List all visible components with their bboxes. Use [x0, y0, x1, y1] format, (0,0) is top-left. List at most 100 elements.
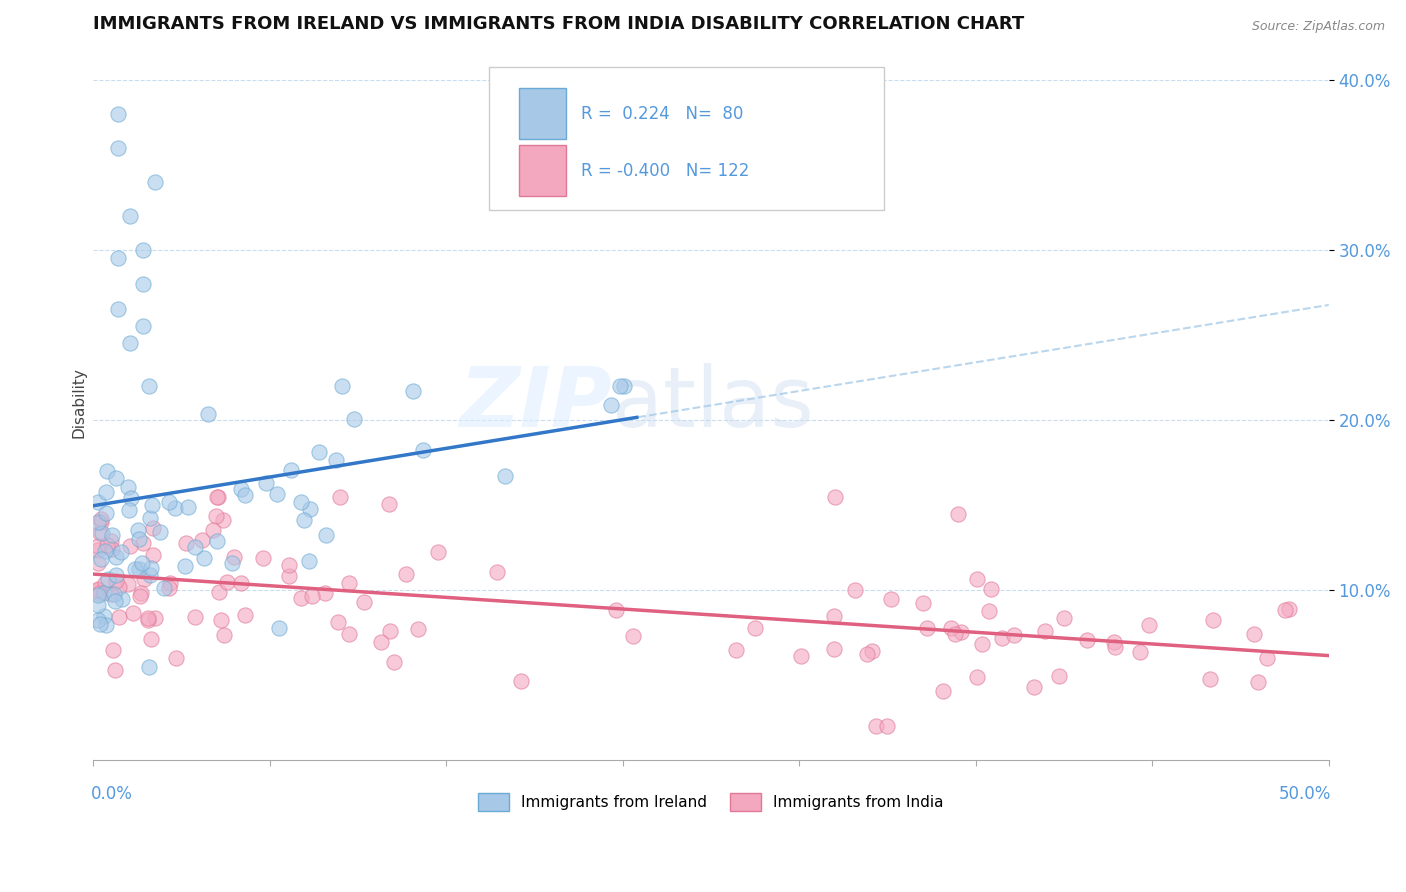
Point — [269, 622, 291, 636]
Text: R =  0.224   N=  80: R = 0.224 N= 80 — [581, 104, 744, 122]
Point — [1129, 645, 1152, 659]
Point — [93, 585, 115, 599]
Point — [101, 643, 124, 657]
Text: 50.0%: 50.0% — [1279, 785, 1331, 804]
Point — [613, 379, 636, 393]
Point — [266, 487, 288, 501]
Point — [127, 524, 149, 538]
Point — [941, 621, 963, 635]
Point — [100, 533, 122, 548]
Point — [128, 532, 150, 546]
Point — [790, 648, 813, 663]
Point — [90, 512, 112, 526]
Point — [157, 495, 180, 509]
Point — [91, 525, 114, 540]
Point — [298, 502, 321, 516]
Point — [165, 651, 187, 665]
Point — [378, 497, 401, 511]
Point — [131, 557, 153, 571]
Point — [184, 540, 207, 554]
Point — [966, 670, 988, 684]
Point — [1022, 681, 1045, 695]
Point — [193, 551, 215, 566]
Point — [139, 511, 162, 525]
Point — [406, 622, 429, 636]
Point — [946, 507, 969, 521]
Point — [329, 490, 352, 504]
Point — [163, 501, 186, 516]
Point — [129, 586, 152, 600]
Point — [138, 611, 160, 625]
Point — [343, 411, 366, 425]
Point — [94, 506, 117, 520]
Point — [744, 621, 766, 635]
Point — [142, 548, 165, 562]
Point — [177, 500, 200, 514]
Point — [207, 533, 229, 548]
Point — [427, 545, 450, 559]
Point — [124, 562, 146, 576]
Point — [290, 494, 312, 508]
Point — [111, 592, 134, 607]
Point — [120, 336, 142, 351]
Text: R = -0.400   N= 122: R = -0.400 N= 122 — [581, 161, 749, 180]
Point — [256, 475, 278, 490]
Point — [120, 491, 142, 505]
Point — [197, 407, 219, 421]
Point — [184, 609, 207, 624]
Point — [823, 608, 845, 623]
Point — [120, 209, 142, 223]
Point — [1076, 632, 1098, 647]
Point — [600, 398, 623, 412]
Point — [141, 498, 163, 512]
Bar — [519, 87, 567, 139]
Point — [89, 525, 111, 540]
Point — [104, 574, 127, 588]
Point — [87, 542, 110, 557]
Point — [121, 606, 143, 620]
Point — [231, 576, 253, 591]
Point — [623, 629, 645, 643]
Point — [337, 575, 360, 590]
Point — [211, 613, 233, 627]
Point — [103, 586, 125, 600]
Point — [191, 533, 214, 548]
Point — [215, 575, 238, 590]
Point — [1243, 627, 1265, 641]
Point — [131, 277, 153, 291]
Point — [212, 628, 235, 642]
Point — [138, 379, 160, 393]
Point — [107, 107, 129, 121]
Point — [337, 626, 360, 640]
Point — [153, 581, 176, 595]
Point — [325, 452, 347, 467]
Point — [485, 565, 508, 579]
Point — [93, 543, 115, 558]
Point — [159, 575, 181, 590]
Point — [1137, 617, 1160, 632]
Point — [174, 536, 197, 550]
Point — [865, 719, 887, 733]
Point — [395, 566, 418, 581]
Point — [87, 540, 110, 554]
Point — [143, 175, 166, 189]
Point — [132, 535, 155, 549]
Point — [110, 544, 132, 558]
Text: Source: ZipAtlas.com: Source: ZipAtlas.com — [1251, 20, 1385, 33]
Point — [104, 549, 127, 564]
Point — [128, 589, 150, 603]
Point — [96, 464, 118, 478]
Point — [117, 577, 139, 591]
Point — [107, 302, 129, 317]
Bar — [519, 145, 567, 196]
Point — [97, 573, 120, 587]
Point — [252, 551, 274, 566]
Legend: Immigrants from Ireland, Immigrants from India: Immigrants from Ireland, Immigrants from… — [472, 788, 949, 817]
Point — [943, 627, 966, 641]
Point — [966, 572, 988, 586]
Point — [105, 470, 128, 484]
Point — [94, 484, 117, 499]
Point — [856, 647, 879, 661]
Point — [290, 591, 312, 605]
Point — [824, 490, 846, 504]
